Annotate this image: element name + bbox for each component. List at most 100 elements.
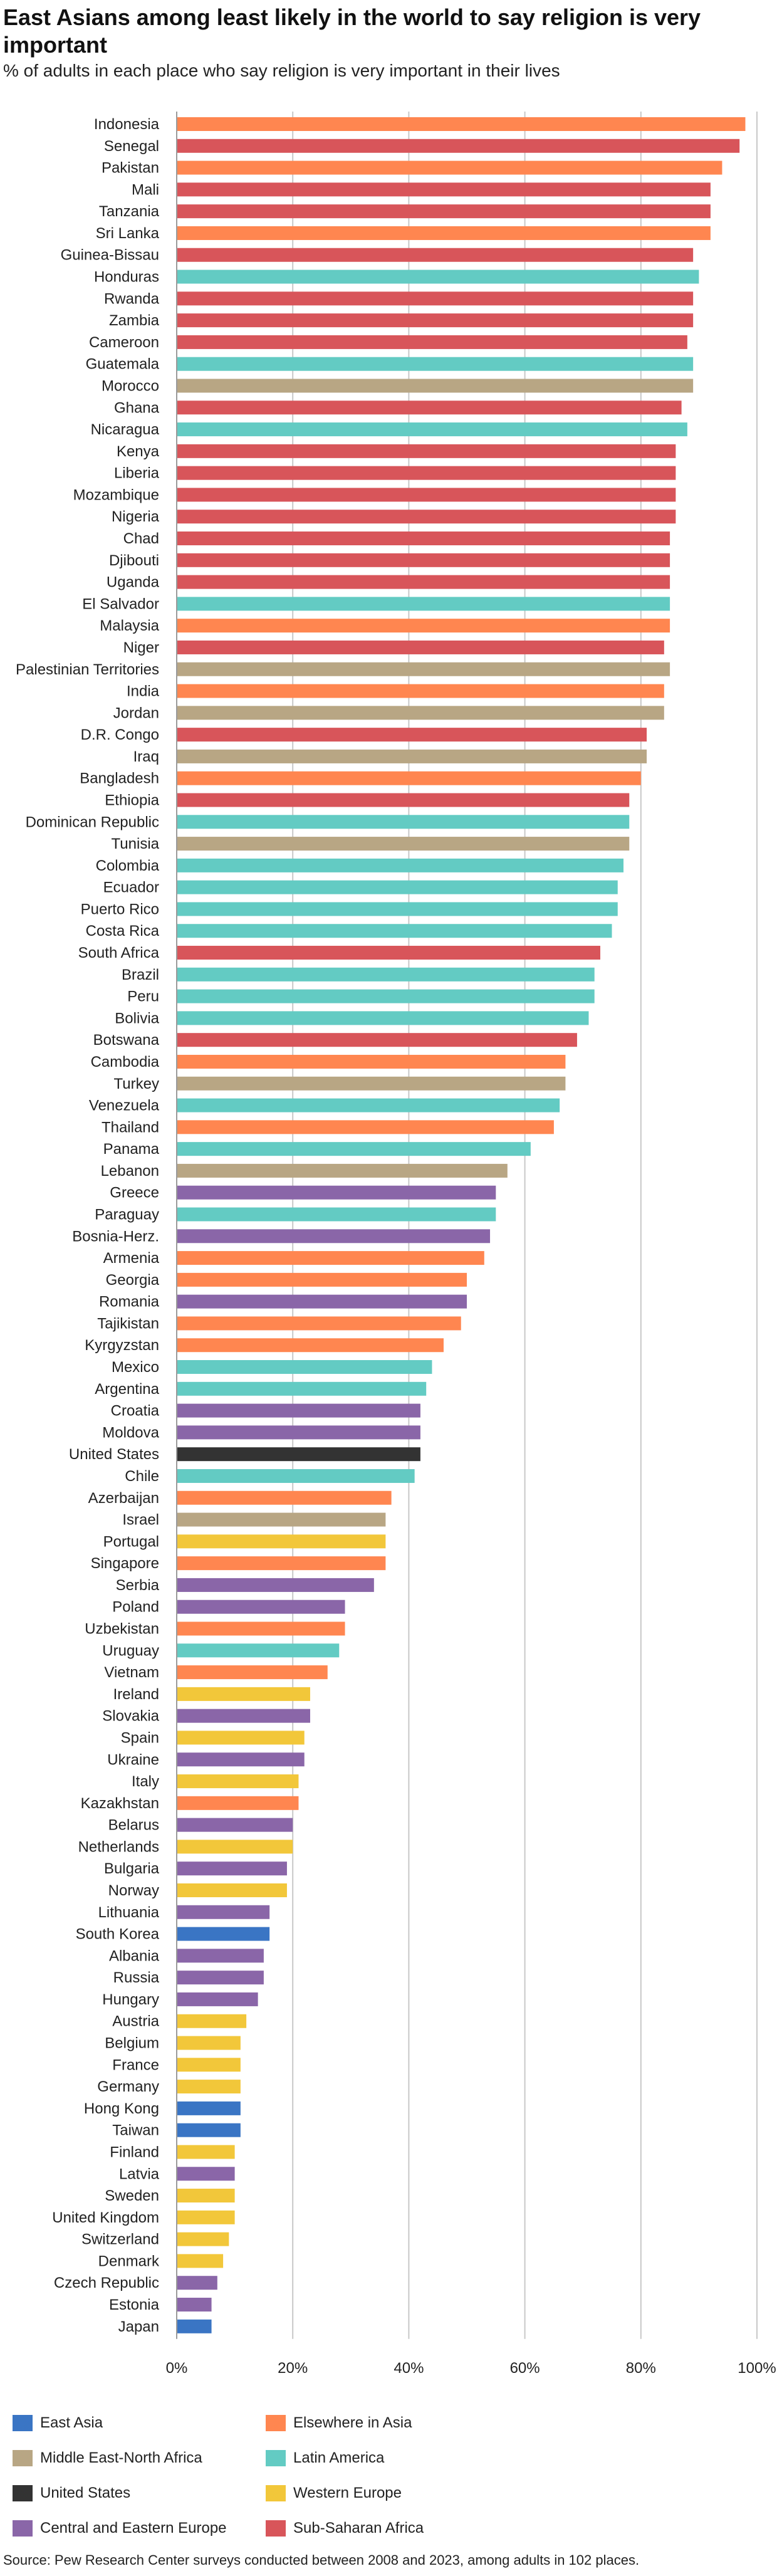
bar xyxy=(177,684,664,698)
category-label: India xyxy=(127,683,160,700)
bar xyxy=(177,2167,235,2181)
category-label: Georgia xyxy=(106,1272,160,1289)
bar xyxy=(177,2232,229,2246)
category-label: Estonia xyxy=(109,2296,160,2313)
category-label: Switzerland xyxy=(81,2231,159,2248)
category-label: Poland xyxy=(112,1599,159,1616)
legend-label: Central and Eastern Europe xyxy=(40,2520,227,2537)
bar xyxy=(177,1251,484,1265)
legend-item-middle-east-north-africa: Middle East-North Africa xyxy=(13,2446,202,2471)
category-label: Liberia xyxy=(114,465,160,482)
category-label: Finland xyxy=(110,2144,159,2160)
category-label: Pakistan xyxy=(102,160,159,177)
bar xyxy=(177,1294,467,1309)
bar xyxy=(177,291,694,306)
legend-item-elsewhere-in-asia: Elsewhere in Asia xyxy=(266,2411,412,2436)
category-label: Belgium xyxy=(105,2035,159,2052)
category-label: Jordan xyxy=(113,704,159,721)
legend-swatch xyxy=(13,2520,33,2537)
category-label: Romania xyxy=(99,1294,160,1311)
bar xyxy=(177,1033,577,1047)
category-label: Austria xyxy=(112,2013,159,2030)
bar xyxy=(177,1861,287,1876)
bar xyxy=(177,967,595,982)
bar xyxy=(177,2210,235,2224)
bar xyxy=(177,2014,247,2028)
category-label: D.R. Congo xyxy=(81,726,159,743)
bar xyxy=(177,1534,386,1549)
category-label: Nicaragua xyxy=(91,421,160,438)
category-label: Nigeria xyxy=(112,508,160,525)
legend-item-sub-saharan-africa: Sub-Saharan Africa xyxy=(266,2516,424,2541)
category-label: Hungary xyxy=(102,1991,159,2008)
category-label: Armenia xyxy=(103,1250,160,1267)
bar xyxy=(177,837,630,851)
legend-label: Sub-Saharan Africa xyxy=(293,2520,424,2537)
category-label: United States xyxy=(69,1446,159,1463)
tick-label: 0% xyxy=(166,2360,188,2377)
category-label: Tajikistan xyxy=(97,1315,159,1332)
category-label: Kyrgyzstan xyxy=(85,1337,159,1354)
category-label: South Africa xyxy=(78,945,160,961)
category-label: Tunisia xyxy=(112,835,160,852)
bar xyxy=(177,662,670,676)
tick-label: 80% xyxy=(626,2360,656,2377)
legend-item-east-asia: East Asia xyxy=(13,2411,103,2436)
category-label: Malaysia xyxy=(100,617,159,634)
bar xyxy=(177,1752,305,1767)
chart-subtitle: % of adults in each place who say religi… xyxy=(3,61,560,80)
bar xyxy=(177,989,595,1003)
bar xyxy=(177,117,746,131)
bar xyxy=(177,270,699,284)
bar xyxy=(177,1207,496,1222)
bar xyxy=(177,1512,386,1527)
category-label: Israel xyxy=(122,1512,159,1529)
bar xyxy=(177,1621,345,1636)
legend-swatch xyxy=(266,2520,286,2537)
bar xyxy=(177,335,687,349)
category-label: Tanzania xyxy=(99,203,160,220)
bar xyxy=(177,1403,420,1418)
bar xyxy=(177,902,618,916)
bar xyxy=(177,1665,328,1680)
bar xyxy=(177,2080,241,2094)
category-label: Bosnia-Herz. xyxy=(72,1228,159,1245)
bar xyxy=(177,1425,420,1440)
category-label: Moldova xyxy=(102,1424,159,1441)
legend-label: United States xyxy=(40,2484,131,2501)
category-label: Cambodia xyxy=(91,1054,160,1071)
bar xyxy=(177,749,647,763)
bar xyxy=(177,488,676,502)
category-label: Niger xyxy=(123,639,159,656)
category-label: Paraguay xyxy=(95,1207,159,1223)
bar xyxy=(177,1600,345,1614)
category-label: Ecuador xyxy=(103,879,159,896)
category-label: Uzbekistan xyxy=(85,1621,159,1638)
bar xyxy=(177,313,694,328)
category-label: France xyxy=(112,2056,159,2073)
bar xyxy=(177,2276,217,2290)
bar xyxy=(177,1687,310,1701)
bar xyxy=(177,553,670,567)
category-label: United Kingdom xyxy=(52,2209,159,2226)
category-label: Indonesia xyxy=(94,116,160,133)
bar xyxy=(177,422,687,437)
category-label: Ireland xyxy=(113,1686,159,1703)
bar xyxy=(177,1098,560,1113)
category-label: Dominican Republic xyxy=(26,814,159,830)
bar xyxy=(177,1709,310,1723)
legend-label: East Asia xyxy=(40,2414,103,2431)
category-label: Kenya xyxy=(117,443,160,460)
tick-label: 60% xyxy=(510,2360,540,2377)
legend-label: Latin America xyxy=(293,2449,385,2466)
category-label: Colombia xyxy=(96,857,160,874)
category-label: Taiwan xyxy=(112,2122,159,2139)
category-label: Vietnam xyxy=(104,1664,159,1681)
category-label: South Korea xyxy=(76,1926,160,1943)
category-label: Bolivia xyxy=(115,1010,159,1027)
bar xyxy=(177,379,694,393)
bar xyxy=(177,706,664,720)
bar xyxy=(177,139,740,153)
category-label: Lebanon xyxy=(101,1163,159,1180)
bar xyxy=(177,1360,432,1374)
